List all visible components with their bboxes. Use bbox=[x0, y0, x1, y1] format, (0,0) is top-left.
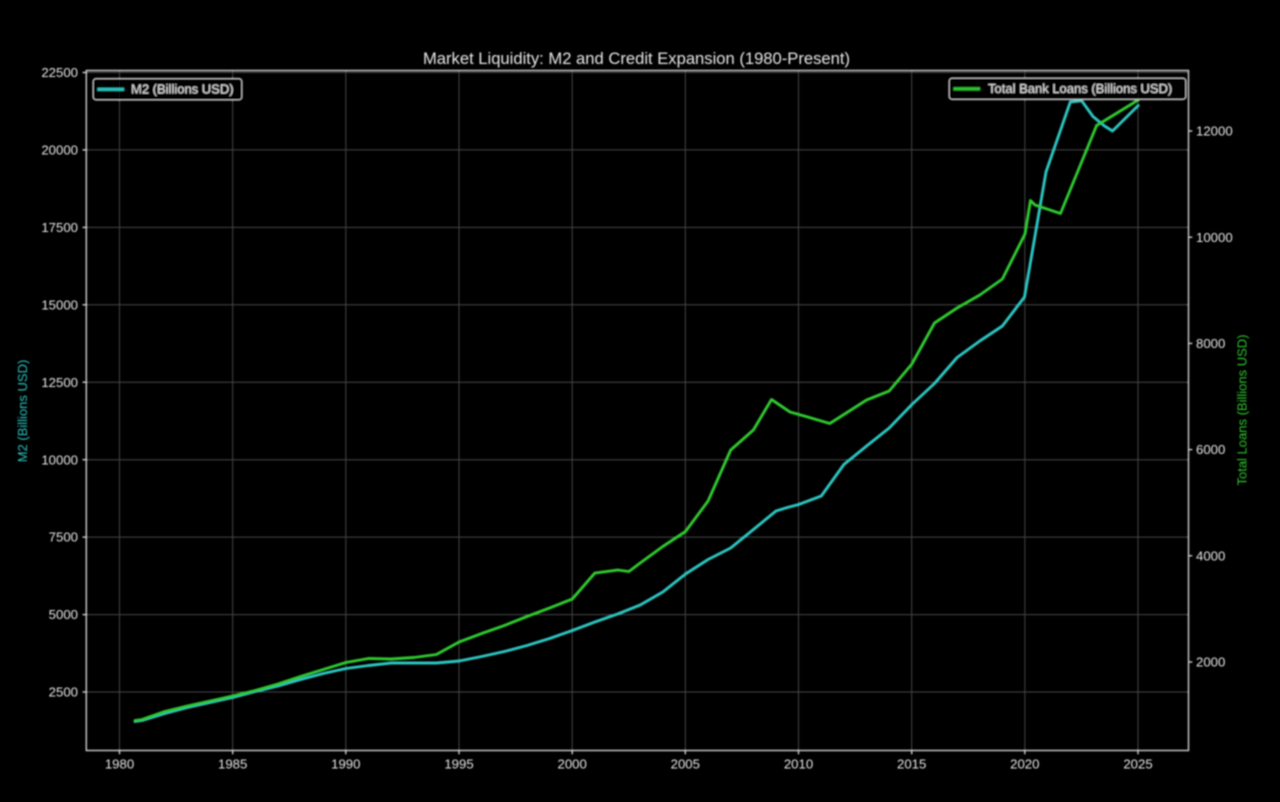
svg-text:2000: 2000 bbox=[1196, 655, 1225, 670]
svg-text:2020: 2020 bbox=[1010, 757, 1039, 772]
svg-text:10000: 10000 bbox=[41, 452, 78, 467]
svg-text:M2 (Billions USD): M2 (Billions USD) bbox=[15, 360, 30, 463]
svg-text:6000: 6000 bbox=[1196, 442, 1225, 457]
svg-text:1980: 1980 bbox=[105, 757, 134, 772]
svg-text:12000: 12000 bbox=[1196, 124, 1233, 139]
svg-text:1990: 1990 bbox=[331, 757, 360, 772]
svg-text:M2 (Billions USD): M2 (Billions USD) bbox=[131, 82, 234, 97]
svg-text:22500: 22500 bbox=[41, 65, 78, 80]
svg-text:1995: 1995 bbox=[444, 757, 473, 772]
svg-text:10000: 10000 bbox=[1196, 230, 1233, 245]
svg-text:2010: 2010 bbox=[784, 757, 813, 772]
svg-text:Total Bank Loans (Billions USD: Total Bank Loans (Billions USD) bbox=[988, 81, 1172, 96]
svg-text:Total Loans (Billions USD): Total Loans (Billions USD) bbox=[1235, 334, 1250, 485]
svg-text:5000: 5000 bbox=[49, 607, 78, 622]
svg-text:17500: 17500 bbox=[41, 220, 78, 235]
svg-text:2005: 2005 bbox=[671, 757, 700, 772]
svg-text:12500: 12500 bbox=[41, 375, 78, 390]
svg-text:2000: 2000 bbox=[558, 757, 587, 772]
svg-text:2025: 2025 bbox=[1123, 757, 1152, 772]
svg-text:7500: 7500 bbox=[49, 530, 78, 545]
svg-text:4000: 4000 bbox=[1196, 548, 1225, 563]
svg-text:2015: 2015 bbox=[897, 757, 926, 772]
svg-text:1985: 1985 bbox=[218, 757, 247, 772]
svg-text:2500: 2500 bbox=[49, 685, 78, 700]
svg-text:Market Liquidity: M2 and Credi: Market Liquidity: M2 and Credit Expansio… bbox=[423, 49, 850, 68]
svg-text:20000: 20000 bbox=[41, 143, 78, 158]
svg-text:8000: 8000 bbox=[1196, 336, 1225, 351]
svg-text:15000: 15000 bbox=[41, 297, 78, 312]
